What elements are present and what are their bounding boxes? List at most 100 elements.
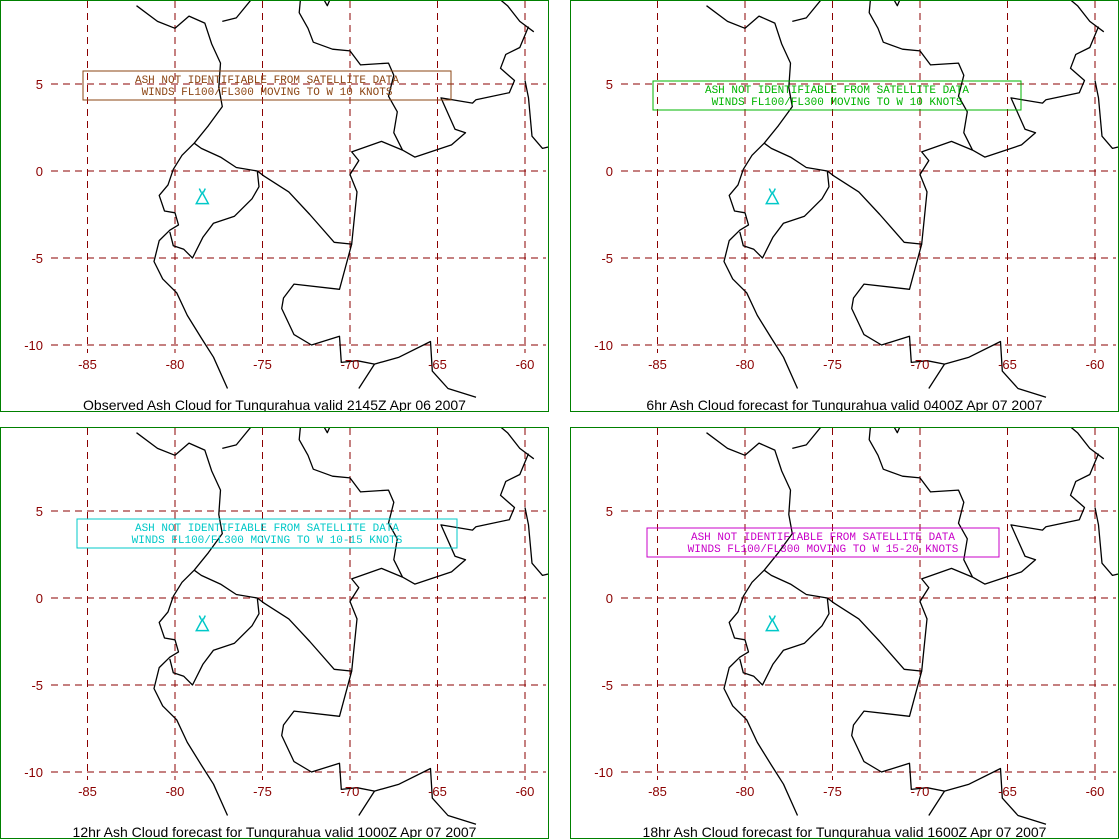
coast-border-line: [402, 453, 530, 585]
lat-tick-label: -5: [31, 678, 43, 693]
panel-caption: 12hr Ash Cloud forecast for Tungurahua v…: [72, 824, 477, 839]
ash-advisory-message: ASH NOT IDENTIFIABLE FROM SATELLITE DATA…: [646, 527, 1000, 558]
volcano-marker-icon: [195, 615, 210, 632]
lon-tick-label: -85: [78, 784, 97, 799]
lat-tick-label: 0: [606, 591, 613, 606]
volcano-marker-icon: [765, 615, 780, 632]
lon-tick-label: -75: [823, 784, 842, 799]
coast-border-line: [792, 1, 1105, 33]
lon-tick-label: -60: [1086, 357, 1105, 372]
coast-border-line: [851, 243, 946, 389]
lon-tick-label: -70: [341, 357, 360, 372]
ash-advisory-message: ASH NOT IDENTIFIABLE FROM SATELLITE DATA…: [652, 80, 1022, 111]
panel-caption: Observed Ash Cloud for Tungurahua valid …: [83, 397, 466, 412]
lat-tick-label: -10: [594, 765, 613, 780]
message-line: WINDS FL100/FL300 MOVING TO W 10 KNOTS: [142, 87, 393, 99]
lat-lon-grid: [51, 428, 546, 780]
lat-tick-label: 5: [606, 77, 613, 92]
message-line: WINDS FL100/FL300 MOVING TO W 10 KNOTS: [712, 97, 963, 109]
lat-lon-grid: [621, 428, 1116, 780]
message-line: ASH NOT IDENTIFIABLE FROM SATELLITE DATA: [135, 523, 399, 535]
coast-border-line: [193, 140, 403, 245]
lon-tick-label: -60: [516, 784, 535, 799]
coast-border-line: [524, 507, 548, 577]
lat-tick-label: -5: [31, 251, 43, 266]
coast-border-line: [281, 670, 376, 816]
message-line: ASH NOT IDENTIFIABLE FROM SATELLITE DATA: [705, 85, 969, 97]
coast-border-line: [193, 567, 403, 672]
message-box: [82, 70, 452, 101]
map-panel-12hr: -85 -80 -75 -70 -65 -60 5 0 -5 -10 ASH NOT IDENTIF…: [0, 427, 549, 839]
coast-border-line: [851, 670, 946, 816]
ash-advisory-message: ASH NOT IDENTIFIABLE FROM SATELLITE DATA…: [76, 518, 458, 549]
lon-tick-label: -65: [428, 357, 447, 372]
coast-border-line: [136, 432, 229, 816]
lat-tick-label: -5: [601, 678, 613, 693]
coast-border-line: [298, 1, 404, 151]
lon-tick-label: -75: [253, 784, 272, 799]
message-line: ASH NOT IDENTIFIABLE FROM SATELLITE DATA: [691, 532, 955, 544]
coast-border-line: [222, 428, 535, 460]
lat-tick-label: 5: [36, 504, 43, 519]
coast-border-line: [944, 767, 1047, 825]
lon-tick-label: -65: [998, 357, 1017, 372]
message-line: ASH NOT IDENTIFIABLE FROM SATELLITE DATA: [135, 75, 399, 87]
coast-border-line: [868, 428, 974, 578]
coast-border-line: [944, 340, 1047, 398]
lat-lon-grid: [51, 1, 546, 353]
lat-tick-label: 5: [36, 77, 43, 92]
coast-border-line: [281, 243, 376, 389]
lon-tick-label: -70: [911, 784, 930, 799]
volcano-marker-icon: [195, 188, 210, 205]
coast-border-line: [706, 5, 799, 389]
coast-border-line: [739, 597, 830, 686]
lat-tick-label: -10: [594, 338, 613, 353]
coast-border-line: [136, 5, 229, 389]
coastlines: [136, 428, 548, 825]
ash-advisory-message: ASH NOT IDENTIFIABLE FROM SATELLITE DATA…: [82, 70, 452, 101]
lat-tick-label: 5: [606, 504, 613, 519]
message-box: [646, 527, 1000, 558]
lon-tick-label: -85: [648, 784, 667, 799]
message-line: WINDS FL100/FL300 MOVING TO W 10-15 KNOT…: [132, 535, 403, 547]
lat-tick-label: 0: [36, 164, 43, 179]
lat-tick-label: 0: [36, 591, 43, 606]
coast-border-line: [169, 597, 260, 686]
coast-border-line: [1094, 507, 1118, 577]
map-canvas: -85 -80 -75 -70 -65 -60 5 0 -5 -10 ASH NOT IDENTIF…: [24, 428, 548, 825]
coastlines: [706, 428, 1118, 825]
lon-tick-label: -80: [736, 357, 755, 372]
map-panel-18hr: -85 -80 -75 -70 -65 -60 5 0 -5 -10 ASH NOT IDENTIF…: [570, 427, 1119, 839]
lon-tick-label: -60: [516, 357, 535, 372]
volcano-marker-icon: [765, 188, 780, 205]
lon-tick-label: -70: [911, 357, 930, 372]
message-line: WINDS FL100/FL300 MOVING TO W 15-20 KNOT…: [688, 544, 959, 556]
lon-tick-label: -65: [998, 784, 1017, 799]
message-box: [76, 518, 458, 549]
lon-tick-label: -70: [341, 784, 360, 799]
coast-border-line: [374, 340, 477, 398]
lat-tick-label: -10: [24, 765, 43, 780]
coast-border-line: [402, 26, 530, 158]
message-box: [652, 80, 1022, 111]
coast-border-line: [524, 80, 548, 150]
lon-tick-label: -65: [428, 784, 447, 799]
lon-tick-label: -80: [166, 357, 185, 372]
map-canvas: -85 -80 -75 -70 -65 -60 5 0 -5 -10 ASH NOT IDENTIF…: [594, 428, 1118, 825]
map-panel-6hr: -85 -80 -75 -70 -65 -60 5 0 -5 -10 ASH NOT IDENTIF…: [570, 0, 1119, 412]
lat-tick-label: -10: [24, 338, 43, 353]
lon-tick-label: -60: [1086, 784, 1105, 799]
coast-border-line: [972, 453, 1100, 585]
lon-tick-label: -80: [166, 784, 185, 799]
coast-border-line: [792, 428, 1105, 460]
map-canvas: -85 -80 -75 -70 -65 -60 5 0 -5 -10 ASH NOT IDENTIF…: [24, 1, 548, 398]
coast-border-line: [706, 432, 799, 816]
map-canvas: -85 -80 -75 -70 -65 -60 5 0 -5 -10 ASH NOT IDENTIF…: [594, 1, 1118, 398]
lon-tick-label: -75: [253, 357, 272, 372]
lon-tick-label: -85: [648, 357, 667, 372]
lon-tick-label: -80: [736, 784, 755, 799]
coastlines: [706, 1, 1118, 398]
coast-border-line: [374, 767, 477, 825]
panel-caption: 6hr Ash Cloud forecast for Tungurahua va…: [646, 397, 1043, 412]
coast-border-line: [763, 567, 973, 672]
